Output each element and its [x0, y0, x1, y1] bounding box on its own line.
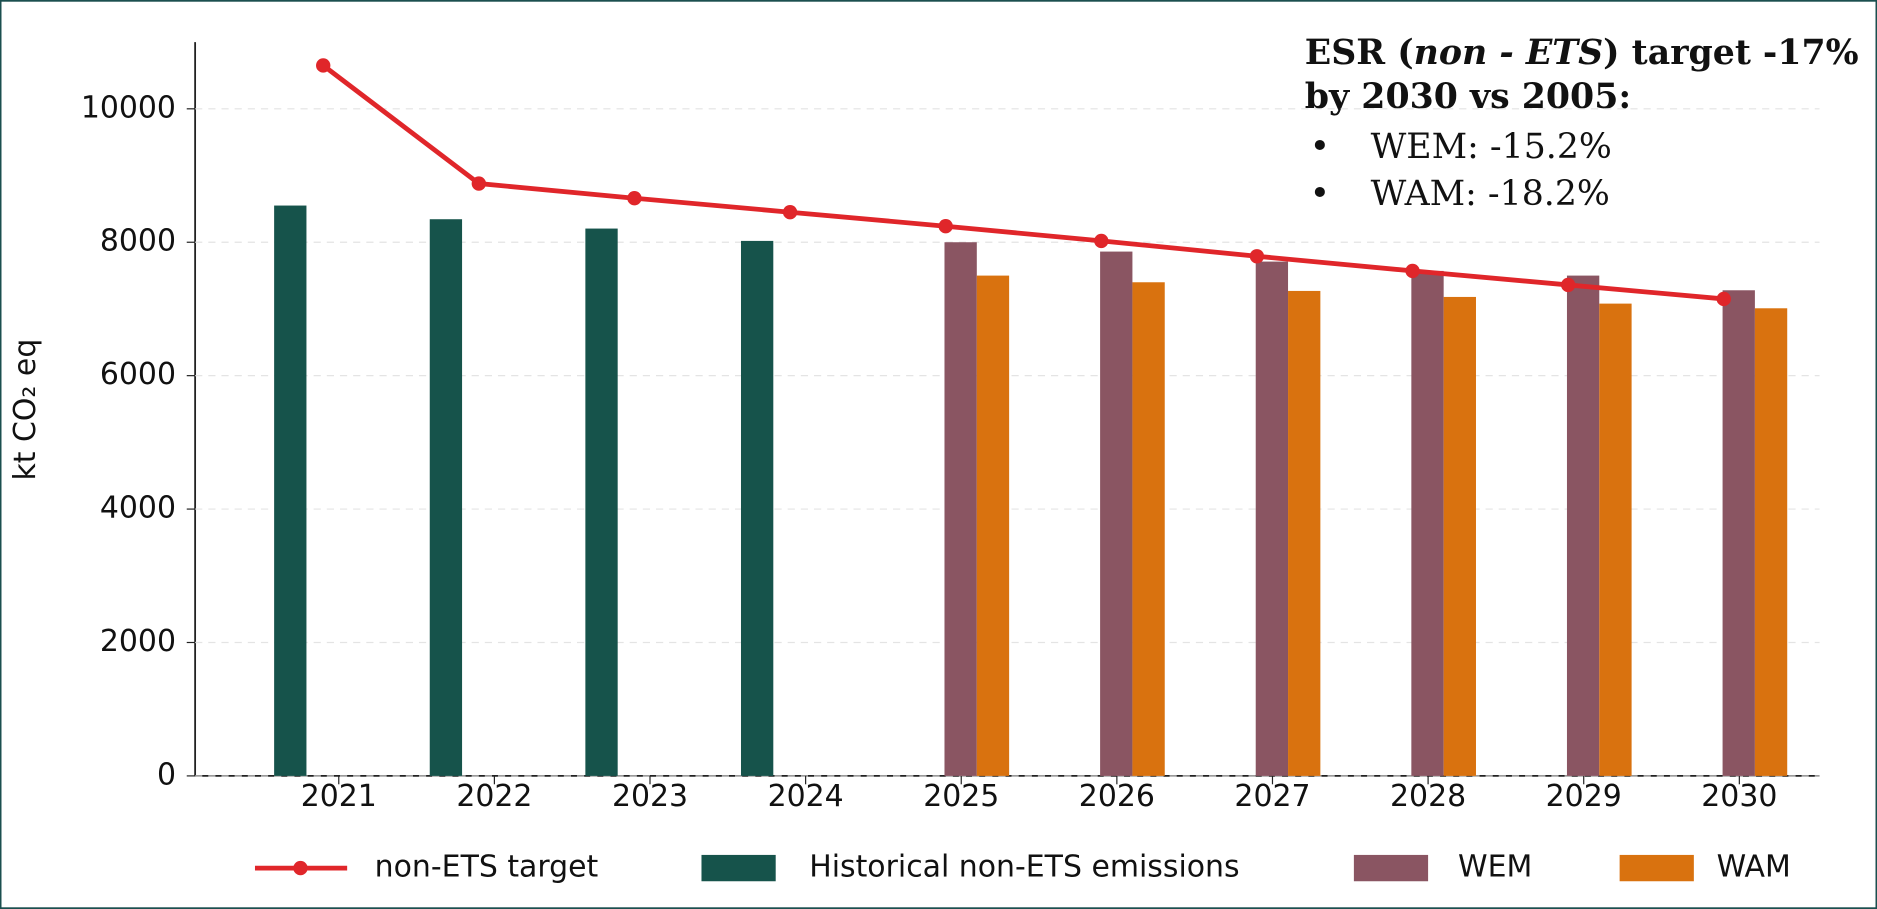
legend-label: non-ETS target: [375, 850, 599, 885]
x-tick-label: 2027: [1234, 779, 1310, 814]
annotation-part: ESR (: [1305, 32, 1414, 73]
annotation-part: non - ETS: [1414, 32, 1604, 73]
bullet-text: WEM: -15.2%: [1371, 127, 1612, 167]
y-tick-label: 8000: [100, 224, 176, 259]
x-tick-label: 2021: [301, 779, 377, 814]
y-tick-label: 0: [157, 757, 176, 792]
bar: [1722, 290, 1755, 776]
line-marker: [1405, 263, 1420, 279]
y-tick-label: 10000: [81, 90, 176, 125]
x-tick-label: 2028: [1390, 779, 1466, 814]
line-marker: [1249, 249, 1265, 264]
bar: [1754, 308, 1788, 776]
x-tick-label: 2022: [456, 779, 532, 814]
legend-label: WEM: [1458, 850, 1532, 885]
x-tick-label: 2023: [612, 779, 688, 814]
bullet-marker: •: [1310, 127, 1330, 167]
line-marker: [1094, 233, 1109, 249]
bar: [1599, 303, 1632, 776]
x-tick-label: 2025: [923, 779, 999, 814]
bar: [976, 275, 1010, 776]
line-marker: [316, 58, 331, 73]
line: [321, 63, 1724, 302]
annotation-part: ) target -17%: [1603, 32, 1858, 73]
bar: [1255, 261, 1289, 776]
bar: [1100, 251, 1133, 776]
legend-label: Historical non-ETS emissions: [809, 850, 1239, 885]
bar: [1443, 296, 1476, 776]
line-marker: [1560, 277, 1576, 293]
line-marker: [782, 205, 798, 220]
legend-swatch: [1619, 854, 1694, 882]
x-tick-label: 2029: [1546, 779, 1622, 814]
bar: [740, 240, 774, 776]
y-tick-label: 2000: [100, 624, 176, 659]
bar: [1288, 290, 1321, 776]
legend-swatch: [1353, 854, 1429, 882]
line-marker: [938, 219, 953, 234]
bar: [1132, 282, 1165, 776]
bar: [944, 242, 977, 776]
legend-label: WAM: [1717, 850, 1791, 885]
bar: [585, 228, 618, 776]
legend-swatch: [293, 860, 308, 876]
annotation-line: by 2030 vs 2005:: [1305, 76, 1631, 117]
y-tick-label: 6000: [100, 357, 176, 392]
bar: [429, 219, 463, 776]
annotation-line: ESR (non - ETS) target -17%: [1305, 32, 1859, 73]
bullet-marker: •: [1310, 174, 1330, 214]
line-marker: [1716, 291, 1731, 307]
y-tick-label: 4000: [100, 491, 176, 526]
bar: [274, 205, 307, 776]
bullet-text: WAM: -18.2%: [1371, 174, 1610, 214]
bar: [1411, 270, 1444, 776]
annotation: ESR (non - ETS) target -17% by 2030 vs 2…: [1305, 32, 1859, 214]
line-marker: [627, 191, 642, 206]
x-tick-label: 2024: [768, 779, 844, 814]
bar: [1566, 275, 1600, 776]
legend-swatch: [701, 854, 776, 882]
y-axis-label: kt CO₂ eq: [8, 339, 43, 481]
x-tick-label: 2026: [1079, 779, 1155, 814]
x-tick-label: 2030: [1701, 779, 1777, 814]
line-marker: [471, 176, 487, 191]
